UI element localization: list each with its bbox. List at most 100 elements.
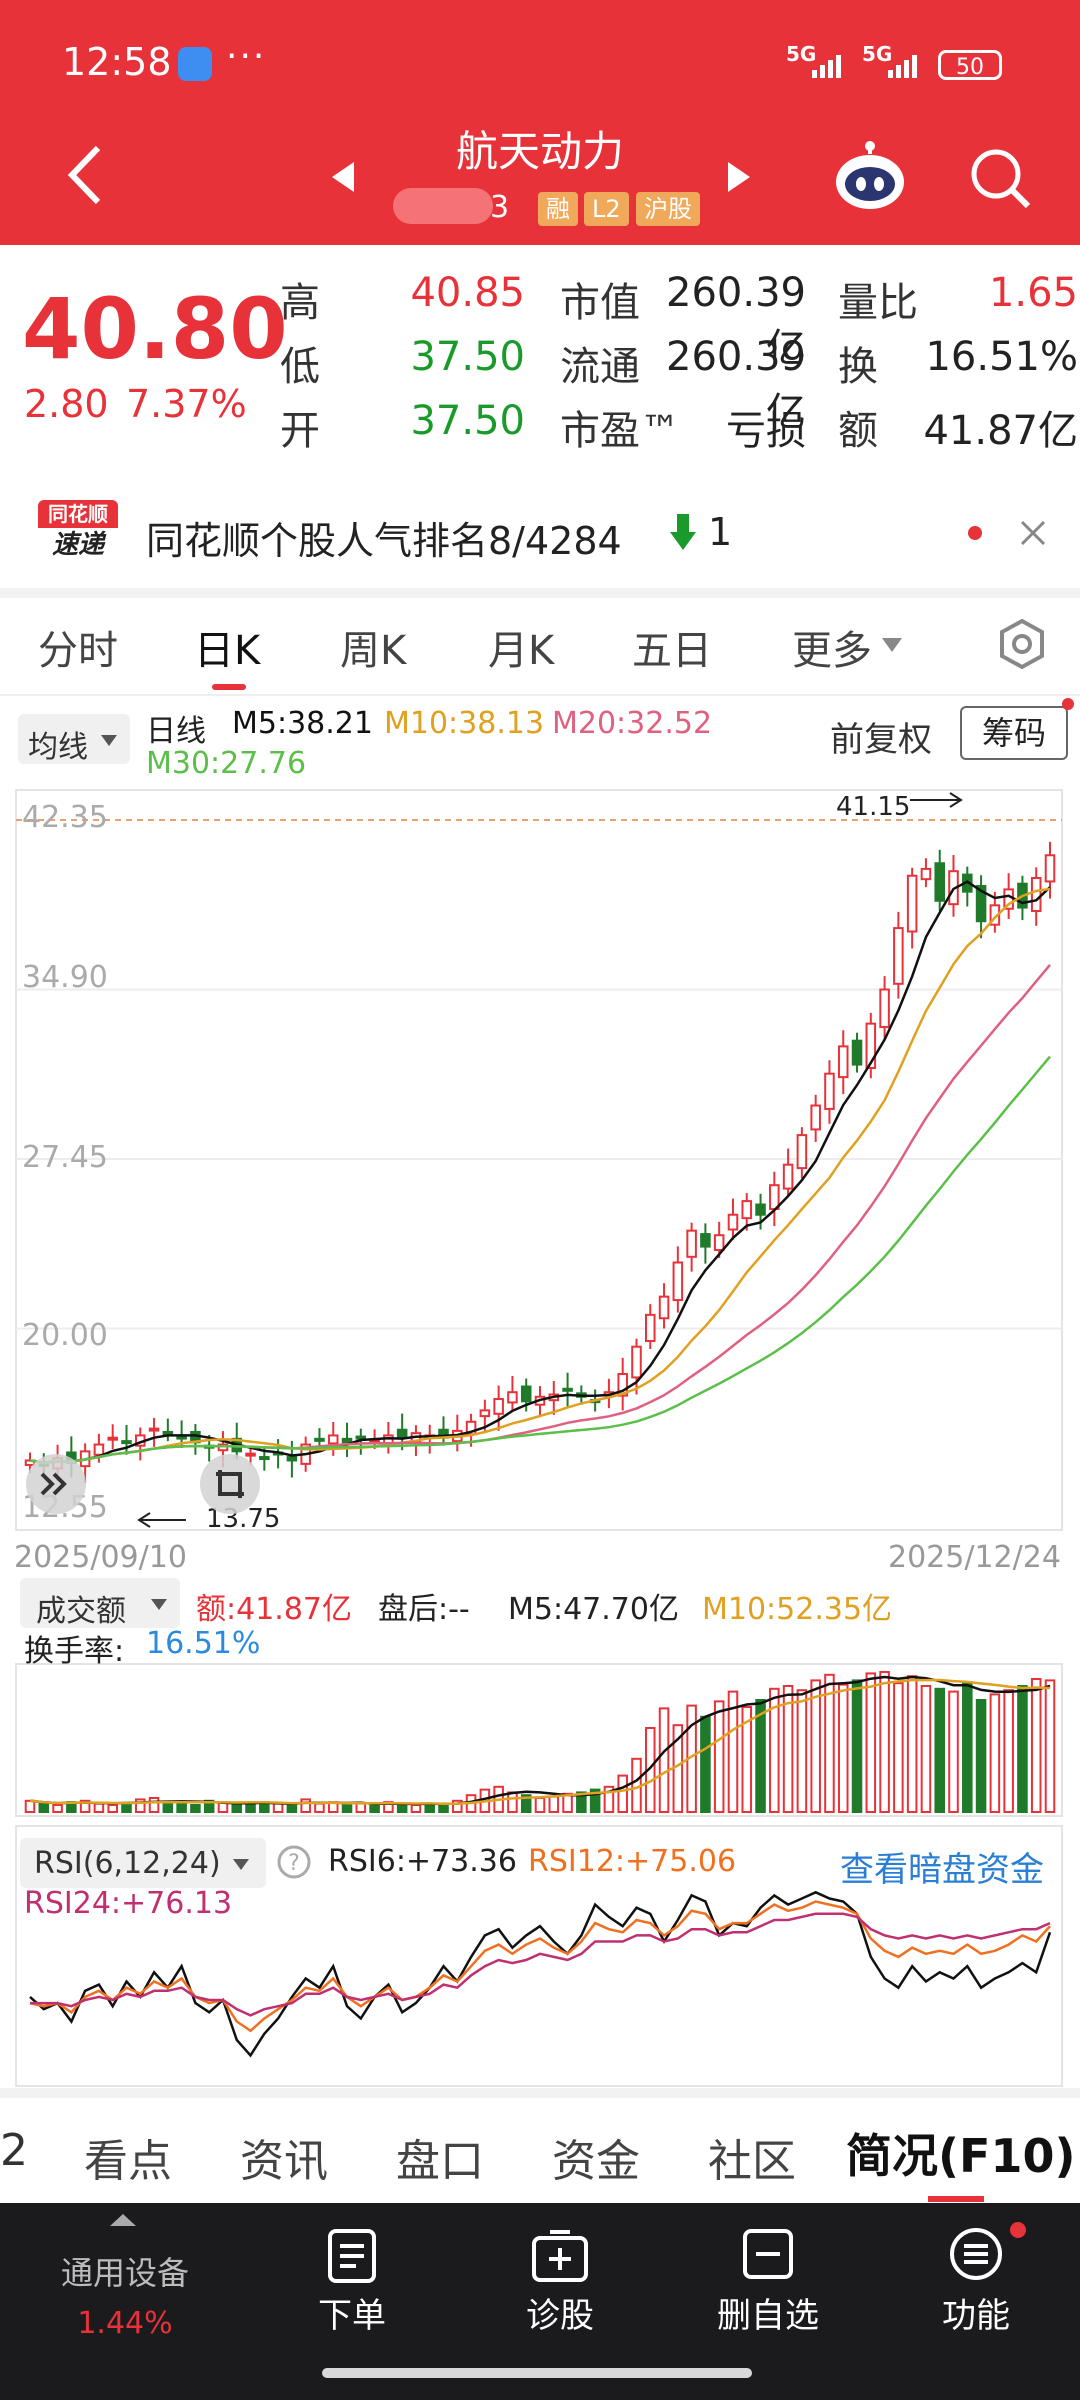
candle-body	[796, 1134, 808, 1170]
sector-label[interactable]: 通用设备	[60, 2254, 189, 2292]
ma5-line	[29, 880, 1051, 1464]
chevron-down-icon	[882, 638, 902, 652]
robot-assistant-icon[interactable]	[832, 140, 908, 212]
date-end: 2025/12/24	[888, 1540, 1061, 1575]
next-stock-icon[interactable]	[726, 160, 752, 194]
help-icon[interactable]: ?	[276, 1844, 312, 1880]
signal-bars-icon	[888, 55, 917, 78]
nav-diagnose[interactable]: 诊股	[526, 2296, 594, 2336]
tab-daily-k[interactable]: 日K	[194, 628, 261, 674]
caret-up-icon	[110, 2214, 136, 2226]
tab-intraday[interactable]: 分时	[38, 628, 118, 674]
volume-bar	[93, 1802, 105, 1813]
sector-change: 1.44%	[77, 2306, 173, 2341]
order-icon[interactable]	[326, 2228, 378, 2284]
status-time: 12:58	[62, 40, 172, 84]
bottom-nav	[0, 2203, 1080, 2400]
tab-more[interactable]: 更多	[792, 628, 872, 674]
section-tab-profile[interactable]: 简况(F10)	[846, 2129, 1076, 2183]
y-tick-label: 34.90	[22, 960, 108, 995]
menu-icon[interactable]	[948, 2226, 1004, 2282]
crop-range-button[interactable]	[200, 1454, 260, 1514]
search-icon[interactable]	[968, 146, 1032, 210]
low-label: 低	[280, 344, 320, 390]
candle-body	[865, 1022, 877, 1069]
ma30-value: M30:27.76	[146, 746, 307, 781]
section-tab-orderbook[interactable]: 盘口	[396, 2136, 484, 2187]
close-icon[interactable]	[1020, 520, 1046, 546]
date-start: 2025/09/10	[14, 1540, 187, 1575]
chart-area[interactable]	[0, 780, 1080, 2100]
rsi24-line	[30, 1912, 1051, 2017]
diagnose-icon[interactable]	[530, 2228, 590, 2284]
tab-monthly-k[interactable]: 月K	[488, 628, 555, 674]
rsi-indicator-selector[interactable]: RSI(6,12,24)	[20, 1838, 266, 1888]
dark-pool-link[interactable]: 查看暗盘资金	[840, 1850, 1044, 1890]
candle-body	[810, 1104, 821, 1131]
volume-indicator-selector[interactable]: 成交额	[20, 1578, 180, 1629]
candle-body	[686, 1229, 697, 1258]
volume-bar	[934, 1687, 946, 1813]
volume-bar	[962, 1682, 973, 1814]
turnover-rate-label: 换手率:	[24, 1634, 125, 1669]
candle-body	[259, 1456, 270, 1461]
app-notification-icon	[178, 47, 212, 81]
volume-bar	[796, 1689, 808, 1814]
period-label: 日线	[146, 714, 206, 749]
open-value: 37.50	[410, 398, 525, 444]
volume-bar	[286, 1804, 298, 1813]
candle-body	[782, 1163, 794, 1190]
section-tab-funds[interactable]: 资金	[552, 2136, 640, 2187]
volume-ratio-label: 量比	[838, 280, 918, 326]
section-tab-news[interactable]: 资讯	[240, 2136, 328, 2187]
tab-weekly-k[interactable]: 周K	[340, 628, 407, 674]
section-tab-community[interactable]: 社区	[708, 2136, 796, 2187]
remove-watchlist-icon[interactable]	[742, 2228, 794, 2280]
candle-body	[617, 1373, 628, 1397]
y-tick-label: 27.45	[22, 1140, 108, 1175]
candle-body	[396, 1428, 408, 1439]
candle-body	[93, 1443, 105, 1456]
app-header: 12:58 ··· 5G 5G 50 航天动力 3 融 L2 沪股	[0, 0, 1080, 245]
volume-bar	[1003, 1689, 1014, 1814]
stock-code: 3	[490, 190, 510, 225]
ma-selector[interactable]: 均线	[18, 714, 130, 765]
volume-ma10-line	[29, 1678, 1051, 1806]
volume-bar	[713, 1700, 725, 1814]
candle-body	[851, 1039, 863, 1066]
volume-bar	[38, 1802, 50, 1813]
volume-amount: 额:41.87亿	[196, 1592, 352, 1627]
tonghuashun-logo: 同花顺 速递	[38, 500, 118, 562]
section-tab-partial[interactable]: 2	[0, 2125, 28, 2176]
settings-hexagon-icon[interactable]	[996, 618, 1048, 670]
prev-stock-icon[interactable]	[330, 160, 356, 194]
section-tab-highlights[interactable]: 看点	[84, 2136, 172, 2187]
volume-bar	[644, 1727, 656, 1813]
svg-text:?: ?	[288, 1851, 300, 1876]
ma5-value: M5:38.21	[232, 706, 373, 741]
nav-remove-watchlist[interactable]: 删自选	[717, 2296, 819, 2336]
expand-chart-button[interactable]	[26, 1454, 86, 1514]
volume-bar	[879, 1671, 890, 1813]
candle-body	[121, 1440, 132, 1445]
tab-five-day[interactable]: 五日	[632, 628, 712, 674]
volume-bar	[727, 1690, 739, 1813]
divider	[0, 2088, 1080, 2098]
popularity-banner[interactable]: 同花顺 速递 同花顺个股人气排名8/4284 1	[0, 470, 1080, 588]
stock-code-mask	[393, 188, 493, 224]
volume-bar	[190, 1804, 201, 1813]
volume-bar	[24, 1799, 36, 1813]
back-arrow-icon[interactable]	[64, 142, 104, 208]
high-marker-arrowhead	[949, 792, 963, 808]
volume-bar	[107, 1804, 118, 1813]
active-section-indicator	[928, 2196, 984, 2202]
adjust-mode[interactable]: 前复权	[830, 720, 932, 760]
volume-bar	[134, 1798, 146, 1814]
nav-order[interactable]: 下单	[318, 2296, 386, 2336]
float-cap-label: 流通	[560, 344, 640, 390]
volume-bar	[548, 1795, 560, 1813]
candle-body	[920, 867, 932, 881]
chip-distribution-button[interactable]: 筹码	[960, 706, 1068, 760]
notification-dot	[1010, 2222, 1026, 2238]
nav-functions[interactable]: 功能	[942, 2296, 1010, 2336]
